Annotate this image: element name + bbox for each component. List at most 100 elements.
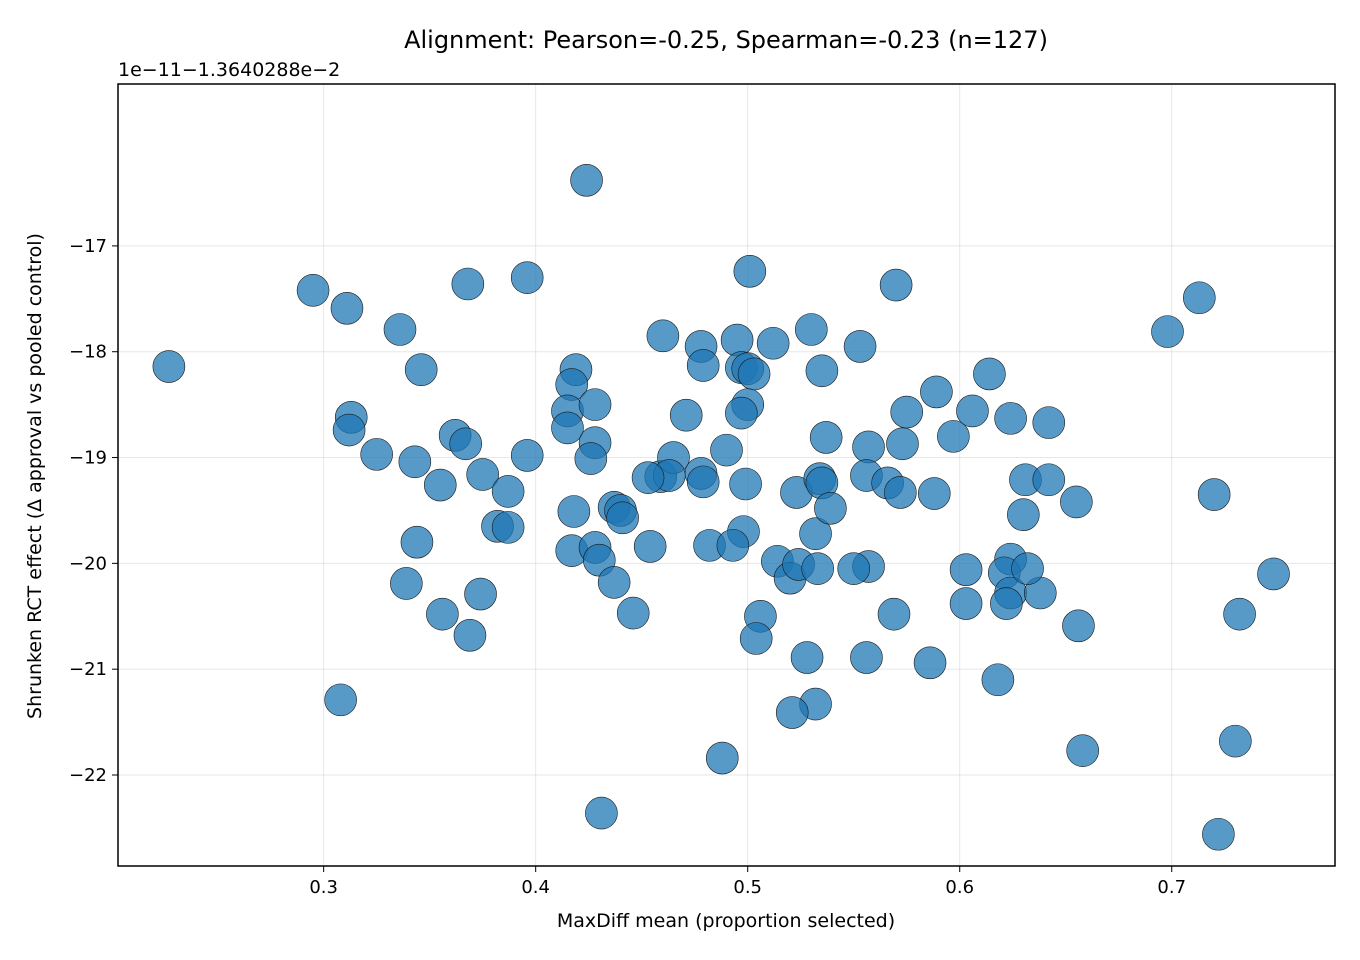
- data-point: [790, 641, 824, 674]
- data-point: [710, 433, 743, 467]
- data-point: [884, 476, 917, 509]
- data-point: [510, 261, 544, 294]
- data-point: [729, 467, 762, 501]
- data-point: [360, 438, 393, 471]
- data-point: [631, 461, 665, 494]
- data-point: [801, 552, 834, 585]
- data-point: [570, 163, 603, 197]
- grid: [118, 84, 1335, 866]
- data-point: [949, 553, 983, 587]
- data-point: [585, 796, 618, 830]
- data-point: [913, 646, 947, 680]
- data-point: [917, 477, 951, 510]
- data-point: [453, 619, 487, 652]
- data-point: [879, 268, 913, 302]
- data-point: [990, 587, 1023, 620]
- data-point: [383, 313, 417, 346]
- data-point: [404, 353, 438, 387]
- x-tick-label: 0.7: [1157, 877, 1186, 898]
- data-point: [606, 501, 639, 535]
- axis-ticks: 0.3 0.4 0.5 0.6 0.7 −17 −18 −19 −20 −21 −22: [69, 236, 1186, 898]
- data-point: [720, 323, 754, 357]
- data-point: [1223, 597, 1256, 631]
- data-point: [1032, 463, 1066, 497]
- data-point: [449, 427, 483, 461]
- data-point: [1183, 281, 1216, 315]
- data-point: [737, 357, 771, 391]
- data-point: [920, 375, 953, 409]
- y-tick-label: −17: [69, 236, 107, 257]
- data-point: [739, 622, 773, 655]
- data-point: [1011, 552, 1044, 585]
- data-point: [799, 517, 832, 551]
- data-point: [578, 388, 612, 421]
- data-point: [466, 458, 499, 491]
- data-point: [616, 596, 650, 630]
- data-point: [981, 663, 1015, 697]
- x-tick-label: 0.5: [733, 877, 762, 898]
- data-point: [1062, 609, 1095, 643]
- data-point: [994, 402, 1027, 435]
- data-point: [1197, 478, 1231, 511]
- plot-frame: [117, 83, 1336, 867]
- data-point: [510, 439, 544, 472]
- data-point: [491, 511, 525, 544]
- data-point: [669, 398, 703, 432]
- data-point: [633, 530, 667, 563]
- y-tick-label: −22: [69, 765, 107, 786]
- data-point: [491, 475, 525, 508]
- data-point: [877, 597, 911, 631]
- data-point: [886, 427, 919, 461]
- data-point: [324, 683, 357, 717]
- data-point: [937, 420, 970, 453]
- x-axis-label: MaxDiff mean (proportion selected): [557, 910, 895, 932]
- data-point: [837, 552, 871, 585]
- data-point: [398, 445, 432, 479]
- data-point: [809, 421, 843, 454]
- data-point: [775, 696, 809, 729]
- data-point: [725, 396, 758, 430]
- data-point: [330, 292, 364, 325]
- data-point: [850, 641, 883, 674]
- data-point: [716, 529, 750, 562]
- data-points: [152, 163, 1290, 851]
- data-point: [705, 741, 739, 775]
- data-point: [390, 567, 423, 600]
- data-point: [956, 394, 989, 428]
- data-point: [756, 326, 790, 360]
- data-point: [795, 313, 828, 346]
- data-point: [646, 319, 680, 353]
- y-tick-label: −20: [69, 553, 107, 574]
- data-point: [843, 330, 877, 363]
- data-point: [805, 354, 839, 388]
- data-point: [1007, 498, 1040, 531]
- y-axis-label: Shrunken RCT effect (Δ approval vs poole…: [24, 233, 46, 719]
- y-offset-text: 1e−11−1.3640288e−2: [118, 59, 340, 81]
- data-point: [973, 357, 1006, 391]
- data-point: [733, 254, 767, 288]
- y-tick-label: −21: [69, 659, 107, 680]
- data-point: [890, 395, 924, 429]
- data-point: [686, 465, 720, 499]
- data-point: [451, 267, 485, 301]
- data-point: [423, 468, 457, 502]
- data-point: [949, 587, 983, 620]
- data-point: [814, 492, 847, 525]
- data-point: [400, 525, 434, 559]
- data-point: [152, 350, 186, 383]
- data-point: [1032, 406, 1066, 439]
- data-point: [1202, 817, 1235, 851]
- y-tick-label: −18: [69, 342, 107, 363]
- y-tick-label: −19: [69, 448, 107, 469]
- data-point: [296, 274, 330, 307]
- data-point: [426, 597, 459, 631]
- x-tick-label: 0.4: [521, 877, 550, 898]
- data-point: [1066, 734, 1099, 767]
- data-point: [597, 566, 631, 599]
- data-point: [1219, 724, 1252, 758]
- data-point: [1257, 557, 1290, 591]
- data-point: [852, 430, 885, 464]
- data-point: [1151, 315, 1184, 348]
